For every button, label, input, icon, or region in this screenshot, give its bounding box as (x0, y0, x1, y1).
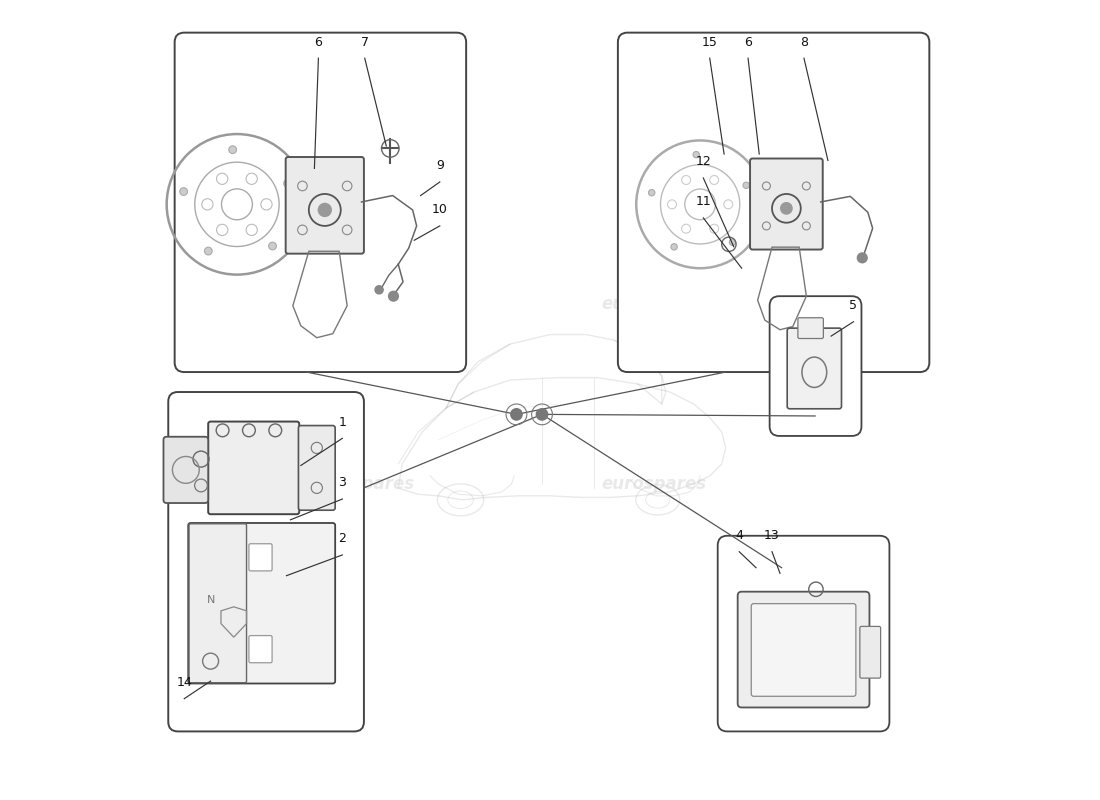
Text: 12: 12 (695, 155, 712, 169)
Circle shape (229, 146, 236, 154)
Circle shape (510, 408, 522, 421)
Text: 11: 11 (695, 195, 712, 208)
Circle shape (742, 182, 749, 189)
Text: 3: 3 (339, 477, 346, 490)
FancyBboxPatch shape (717, 536, 890, 731)
FancyBboxPatch shape (249, 544, 272, 571)
Circle shape (649, 190, 654, 196)
Circle shape (729, 239, 736, 246)
Circle shape (284, 179, 292, 187)
Circle shape (388, 290, 399, 302)
Circle shape (780, 202, 793, 214)
Text: eurospares: eurospares (294, 287, 399, 305)
FancyBboxPatch shape (860, 626, 881, 678)
Text: 4: 4 (735, 529, 744, 542)
FancyBboxPatch shape (770, 296, 861, 436)
Text: 1: 1 (339, 416, 346, 429)
Circle shape (671, 244, 678, 250)
Circle shape (318, 202, 332, 217)
FancyBboxPatch shape (751, 604, 856, 696)
FancyBboxPatch shape (798, 318, 824, 338)
FancyBboxPatch shape (249, 635, 272, 662)
Text: 6: 6 (315, 36, 322, 49)
Circle shape (205, 247, 212, 255)
Text: 2: 2 (339, 532, 346, 546)
Text: 7: 7 (361, 36, 368, 49)
FancyBboxPatch shape (738, 592, 869, 707)
FancyBboxPatch shape (208, 422, 299, 514)
FancyBboxPatch shape (164, 437, 208, 503)
Text: 15: 15 (702, 36, 717, 49)
FancyBboxPatch shape (189, 524, 246, 682)
Text: 8: 8 (800, 36, 808, 49)
FancyBboxPatch shape (175, 33, 466, 372)
FancyBboxPatch shape (188, 523, 336, 683)
Circle shape (857, 252, 868, 263)
Circle shape (374, 285, 384, 294)
Text: 14: 14 (176, 676, 192, 689)
FancyBboxPatch shape (298, 426, 336, 510)
Circle shape (536, 408, 549, 421)
FancyBboxPatch shape (618, 33, 930, 372)
Text: 13: 13 (764, 529, 780, 542)
Circle shape (693, 151, 700, 158)
Text: N: N (207, 595, 215, 605)
Text: eurospares: eurospares (602, 475, 706, 493)
Text: eurospares: eurospares (310, 475, 415, 493)
Text: 5: 5 (849, 299, 858, 312)
FancyBboxPatch shape (750, 158, 823, 250)
FancyBboxPatch shape (286, 157, 364, 254)
FancyBboxPatch shape (168, 392, 364, 731)
Text: eurospares: eurospares (602, 295, 706, 313)
FancyBboxPatch shape (788, 328, 842, 409)
Text: 9: 9 (436, 159, 443, 172)
Text: 6: 6 (744, 36, 752, 49)
Circle shape (179, 188, 187, 195)
Text: 10: 10 (432, 203, 448, 216)
Circle shape (268, 242, 276, 250)
